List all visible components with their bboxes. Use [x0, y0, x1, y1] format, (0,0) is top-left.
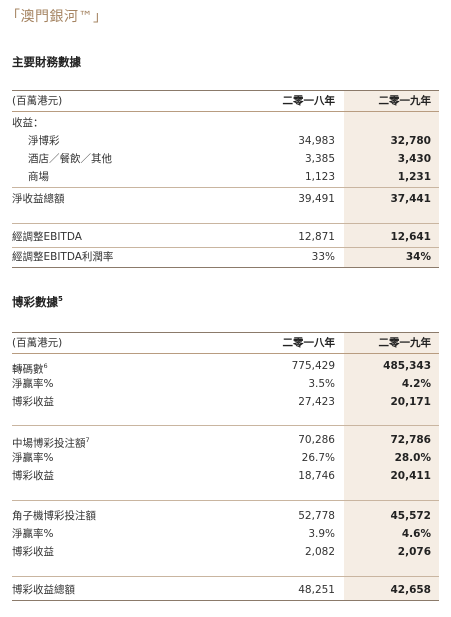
header-rule — [12, 111, 439, 112]
label-text: 中場博彩投注額 — [12, 437, 86, 450]
col-header-2018: 二零一八年 — [282, 95, 336, 107]
row-label: 博彩收益 — [12, 396, 54, 408]
value-2018: 27,423 — [298, 396, 335, 408]
col-header-2019: 二零一九年 — [378, 337, 432, 349]
ebitda-row: 經調整EBITDA 12,871 12,641 — [12, 228, 439, 246]
table-row: 淨贏率% 3.5% 4.2% — [12, 375, 439, 393]
row-label: 淨博彩 — [28, 135, 60, 147]
table-row: 中場博彩投注額7 70,286 72,786 — [12, 431, 439, 450]
value-2019: 4.6% — [401, 528, 431, 540]
table-top-rule — [12, 90, 439, 91]
row-rule — [12, 247, 439, 248]
value-2018: 70,286 — [298, 434, 335, 446]
row-label: 商場 — [28, 171, 49, 183]
table-bottom-rule — [12, 600, 439, 601]
row-label: 博彩收益 — [12, 546, 54, 558]
gaming-table: (百萬港元) 二零一八年 二零一九年 轉碼數6 775,429 485,343 … — [12, 332, 439, 601]
header-rule — [12, 353, 439, 354]
value-2019: 32,780 — [390, 135, 431, 147]
table-row: 淨贏率% 26.7% 28.0% — [12, 449, 439, 467]
unit-label: (百萬港元) — [12, 337, 63, 349]
header-row: (百萬港元) 二零一八年 二零一九年 — [12, 334, 439, 352]
value-2018: 18,746 — [298, 470, 335, 482]
header-row: (百萬港元) 二零一八年 二零一九年 — [12, 92, 439, 110]
footnote-marker: 5 — [58, 295, 63, 304]
col-header-2018: 二零一八年 — [282, 337, 336, 349]
table-row: 角子機博彩投注額 52,778 45,572 — [12, 507, 439, 525]
table-row: 博彩收益 27,423 20,171 — [12, 393, 439, 411]
revenue-label-row: 收益： — [12, 114, 439, 132]
revenue-label: 收益： — [12, 117, 44, 129]
value-2019: 2,076 — [397, 546, 431, 558]
section-title-financial: 主要財務數據 — [12, 55, 81, 69]
row-label: 中場博彩投注額7 — [12, 431, 90, 453]
table-bottom-rule — [12, 267, 439, 268]
row-label: 淨收益總額 — [12, 193, 65, 205]
value-2019: 45,572 — [390, 510, 431, 522]
net-revenue-row: 淨收益總額 39,491 37,441 — [12, 190, 439, 208]
group-rule — [12, 425, 439, 426]
table-row: 淨贏率% 3.9% 4.6% — [12, 525, 439, 543]
value-2018: 3,385 — [304, 153, 335, 165]
value-2018: 1,123 — [304, 171, 335, 183]
row-label: 酒店／餐飲／其他 — [28, 153, 112, 165]
value-2018: 33% — [311, 251, 335, 263]
table-row: 商場 1,123 1,231 — [12, 168, 439, 186]
table-row: 轉碼數6 775,429 485,343 — [12, 357, 439, 376]
value-2018: 12,871 — [298, 231, 335, 243]
value-2019: 1,231 — [397, 171, 431, 183]
highlight-column-2019 — [344, 332, 439, 600]
value-2019: 37,441 — [390, 193, 431, 205]
page-header: 「澳門銀河™」 — [6, 9, 108, 25]
value-2018: 775,429 — [291, 360, 335, 372]
value-2018: 3.5% — [308, 378, 335, 390]
footnote-marker: 6 — [43, 362, 48, 370]
value-2019: 28.0% — [394, 452, 431, 464]
value-2018: 34,983 — [298, 135, 335, 147]
section-title-gaming: 博彩數據5 — [12, 294, 63, 310]
value-2018: 52,778 — [298, 510, 335, 522]
row-label: 博彩收益總額 — [12, 584, 75, 596]
subtotal-rule — [12, 187, 439, 188]
ebitda-margin-row: 經調整EBITDA利潤率 33% 34% — [12, 248, 439, 266]
highlight-column-2019 — [344, 90, 439, 268]
value-2018: 39,491 — [298, 193, 335, 205]
footnote-marker: 7 — [85, 436, 90, 444]
ebitda-rule — [12, 223, 439, 224]
row-label: 博彩收益 — [12, 470, 54, 482]
value-2018: 26.7% — [301, 452, 335, 464]
row-label: 經調整EBITDA — [12, 231, 82, 243]
label-text: 轉碼數 — [12, 363, 44, 376]
table-row: 淨博彩 34,983 32,780 — [12, 132, 439, 150]
unit-label: (百萬港元) — [12, 95, 63, 107]
row-label: 角子機博彩投注額 — [12, 510, 96, 522]
financial-table: (百萬港元) 二零一八年 二零一九年 收益： 淨博彩 34,983 32,780… — [12, 90, 439, 268]
row-label: 經調整EBITDA利潤率 — [12, 251, 114, 263]
value-2018: 2,082 — [304, 546, 335, 558]
value-2019: 34% — [405, 251, 431, 263]
table-row: 博彩收益 2,082 2,076 — [12, 543, 439, 561]
value-2019: 485,343 — [383, 360, 431, 372]
value-2019: 20,171 — [390, 396, 431, 408]
table-row: 酒店／餐飲／其他 3,385 3,430 — [12, 150, 439, 168]
value-2019: 72,786 — [390, 434, 431, 446]
total-rule — [12, 576, 439, 577]
value-2019: 3,430 — [397, 153, 431, 165]
row-label: 轉碼數6 — [12, 357, 48, 379]
row-label: 淨贏率% — [12, 378, 54, 390]
group-rule — [12, 500, 439, 501]
value-2018: 48,251 — [298, 584, 335, 596]
col-header-2019: 二零一九年 — [378, 95, 432, 107]
table-top-rule — [12, 332, 439, 333]
value-2019: 12,641 — [390, 231, 431, 243]
row-label: 淨贏率% — [12, 528, 54, 540]
table-row: 博彩收益 18,746 20,411 — [12, 467, 439, 485]
value-2019: 4.2% — [401, 378, 431, 390]
value-2018: 3.9% — [308, 528, 335, 540]
value-2019: 42,658 — [390, 584, 431, 596]
value-2019: 20,411 — [390, 470, 431, 482]
section-title-text: 博彩數據 — [12, 295, 58, 309]
total-row: 博彩收益總額 48,251 42,658 — [12, 581, 439, 599]
row-label: 淨贏率% — [12, 452, 54, 464]
